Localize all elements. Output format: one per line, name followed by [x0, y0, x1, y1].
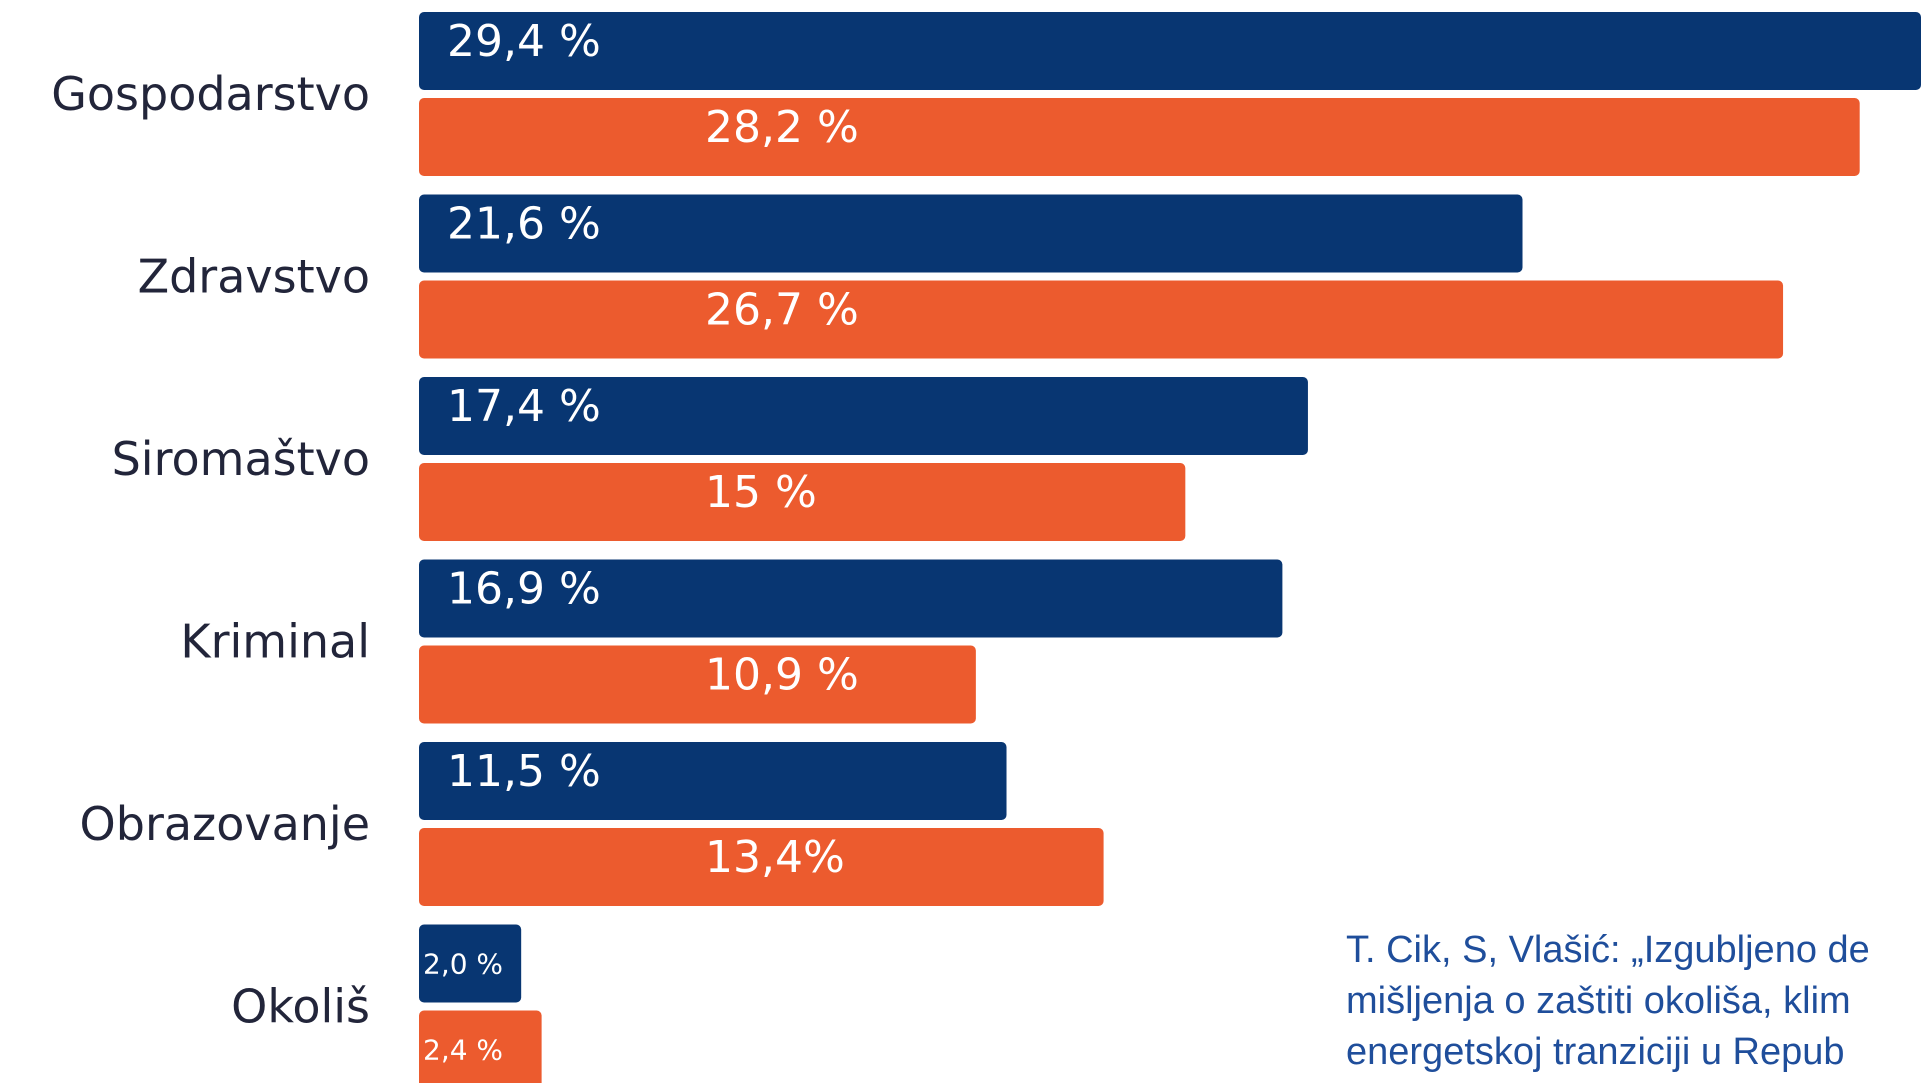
bar-secondary [419, 645, 976, 724]
bar-value-label: 16,9 % [447, 564, 601, 615]
category-label: Siromaštvo [112, 432, 370, 486]
source-note-line: T. Cik, S, Vlašić: „Izgubljeno de [1346, 929, 1870, 971]
bar-value-label: 2,0 % [423, 948, 503, 981]
bar-secondary [419, 463, 1186, 541]
bar-secondary [419, 280, 1784, 359]
bar-value-label: 13,4% [705, 832, 845, 883]
bar-value-label: 29,4 % [447, 16, 601, 67]
bar-value-label: 26,7 % [705, 285, 859, 336]
bar-value-label: 11,5 % [447, 746, 601, 797]
source-note-line: energetskoj tranziciji u Repub [1346, 1031, 1845, 1073]
bar-secondary [419, 1010, 542, 1083]
source-note: T. Cik, S, Vlašić: „Izgubljeno de mišlje… [1346, 925, 1921, 1083]
bar-primary [419, 12, 1921, 90]
source-note-line: mišljenja o zaštiti okoliša, klim [1346, 980, 1851, 1022]
category-label: Kriminal [180, 615, 370, 669]
bar-secondary [419, 828, 1104, 906]
category-label: Obrazovanje [80, 797, 370, 851]
bar-value-label: 2,4 % [423, 1034, 503, 1067]
bar-primary [419, 559, 1283, 638]
bar-value-label: 21,6 % [447, 199, 601, 250]
category-label: Okoliš [231, 980, 370, 1034]
category-label: Zdravstvo [138, 250, 370, 304]
bar-primary [419, 194, 1523, 273]
bar-value-label: 10,9 % [705, 650, 859, 701]
bar-value-label: 17,4 % [447, 381, 601, 432]
bar-value-label: 15 % [705, 467, 817, 518]
bar-primary [419, 742, 1007, 820]
bar-primary [419, 377, 1308, 455]
bar-primary [419, 924, 522, 1003]
bar-value-label: 28,2 % [705, 102, 859, 153]
bar-secondary [419, 98, 1860, 176]
category-label: Gospodarstvo [51, 67, 370, 121]
